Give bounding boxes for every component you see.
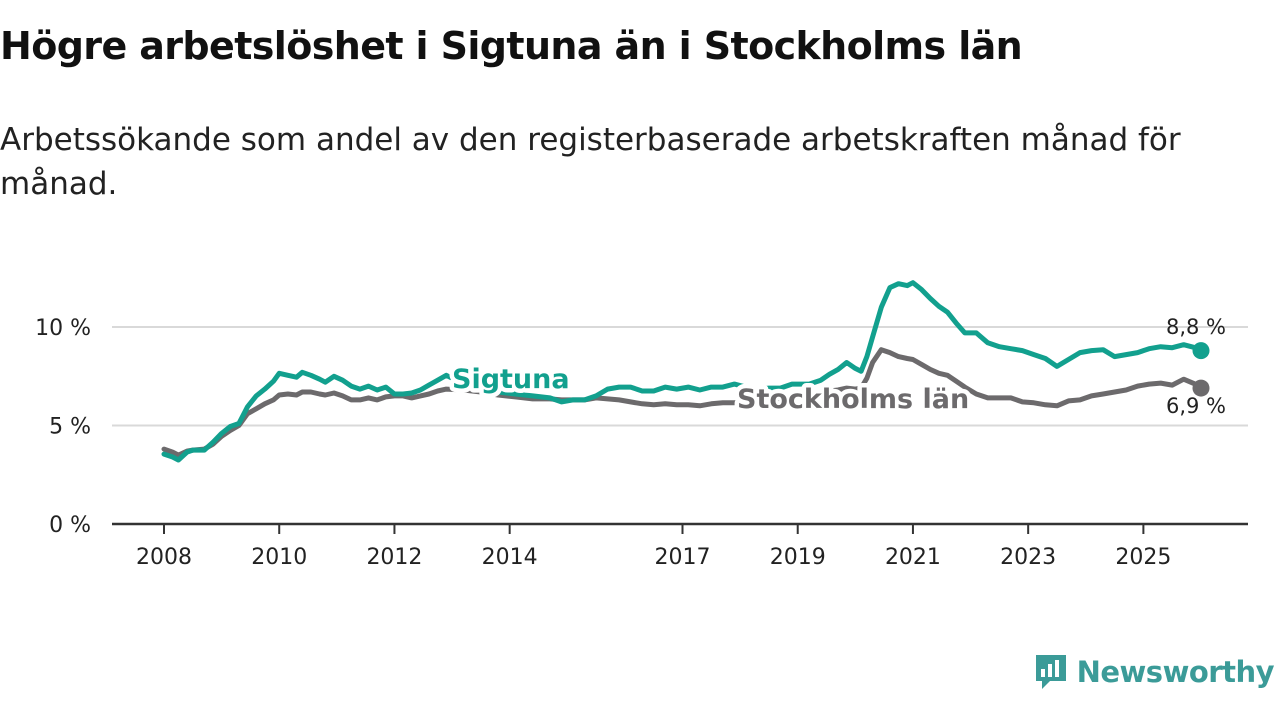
newsworthy-chart-icon <box>1035 655 1066 689</box>
end-marker-stockholm <box>1192 379 1210 397</box>
series-label-stockholm: Stockholms län <box>737 384 969 415</box>
end-label-stockholm: 6,9 % <box>1166 394 1226 418</box>
x-axis: 0 % 5 % 10 % 2008 2010 2012 2014 2017 2019 2021 20… <box>35 316 1248 570</box>
x-tick-label: 2023 <box>1000 545 1056 570</box>
x-tick-label: 2021 <box>885 545 941 570</box>
x-tick-label: 2008 <box>136 545 192 570</box>
x-tick-label: 2025 <box>1115 545 1171 570</box>
gridlines <box>112 326 1248 427</box>
x-tick-label: 2012 <box>366 545 422 570</box>
y-tick-label: 10 % <box>35 316 91 341</box>
x-tick-label: 2010 <box>251 545 307 570</box>
y-tick-label: 0 % <box>49 513 91 538</box>
brand-name: Newsworthy <box>1076 655 1275 689</box>
chart-labels: Sigtuna Stockholms län 8,8 % 6,9 % <box>448 315 1227 420</box>
brand-footer: Newsworthy <box>1033 652 1275 692</box>
series-line-stockholm <box>161 347 1204 458</box>
series-line-sigtuna <box>161 280 1204 463</box>
series-lines <box>161 280 1210 463</box>
end-marker-sigtuna <box>1192 342 1210 360</box>
end-label-sigtuna: 8,8 % <box>1166 315 1226 339</box>
x-tick-label: 2019 <box>770 545 826 570</box>
chart-title: Högre arbetslöshet i Sigtuna än i Stockh… <box>0 24 1023 68</box>
chart-subtitle: Arbetssökande som andel av den registerb… <box>0 122 1181 202</box>
x-tick-label: 2014 <box>482 545 538 570</box>
y-tick-label: 5 % <box>49 415 91 440</box>
series-label-sigtuna: Sigtuna <box>452 364 570 395</box>
x-tick-label: 2017 <box>655 545 711 570</box>
